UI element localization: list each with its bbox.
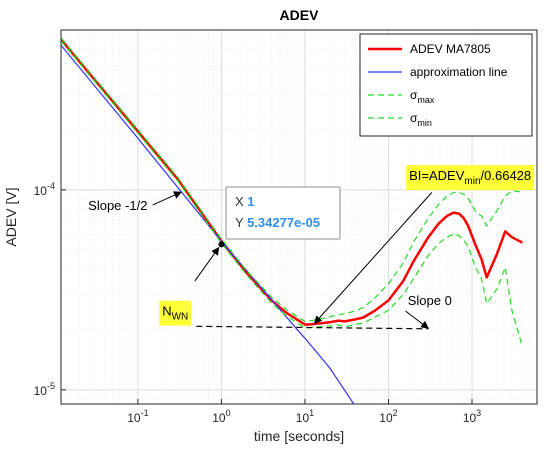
- x-tick-label: 103: [463, 408, 481, 425]
- annotation-arrow: [194, 246, 220, 282]
- annotation-text: NWN: [162, 304, 188, 323]
- series-line-approximation-line: [61, 44, 355, 404]
- x-tick-labels: 10-1 100 101 102 103: [127, 399, 481, 425]
- annotation-arrow: [152, 191, 182, 206]
- legend-item-adev-ma7805: ADEV MA7805: [368, 42, 491, 56]
- series-line-max: [61, 37, 523, 322]
- chart-title: ADEV: [280, 7, 320, 23]
- legend-label: σmin: [410, 111, 432, 128]
- x-axis-label: time [seconds]: [254, 428, 344, 444]
- annotation-text: Slope 0: [408, 293, 452, 308]
- annotation-text: Slope -1/2: [88, 198, 147, 213]
- series-line-adev-ma7805: [61, 38, 523, 326]
- legend-label: approximation line: [410, 65, 508, 79]
- legend-item-approximation-line: approximation line: [368, 65, 508, 79]
- annotation-arrow: [405, 310, 429, 329]
- y-tick-labels: 10-5 10-4: [34, 181, 66, 398]
- datatip-x-row: X 1: [235, 194, 255, 209]
- annotations: Slope -1/2 NWN BI=ADEVmin/0.66428 Slope 0: [88, 165, 535, 329]
- annotation-bi-adevmin: BI=ADEVmin/0.66428: [313, 165, 535, 324]
- plot-frame: [60, 29, 538, 405]
- x-tick-label: 101: [296, 408, 314, 425]
- legend: ADEV MA7805 approximation line σmax σmin: [359, 33, 533, 137]
- series-layer: [61, 37, 523, 404]
- annotation-slope-0: Slope 0: [405, 293, 452, 329]
- datatip-y-row: Y 5.34277e-05: [235, 215, 320, 230]
- annotation-highlight: [159, 300, 192, 326]
- series-line-min: [61, 40, 523, 347]
- y-tick-label: 10-4: [34, 181, 55, 198]
- x-tick-label: 10-1: [127, 408, 148, 425]
- x-tick-label: 102: [379, 408, 397, 425]
- data-tip: X 1 Y 5.34277e-05: [225, 186, 341, 240]
- annotation-arrow: [313, 192, 433, 324]
- annotation-text: BI=ADEVmin/0.66428: [409, 168, 531, 187]
- annotation-slope-1-2: Slope -1/2: [88, 191, 182, 213]
- legend-box: [359, 33, 533, 137]
- annotation-highlight: [406, 165, 535, 191]
- legend-item-min: σmin: [368, 111, 432, 128]
- y-axis-label: ADEV [V]: [3, 187, 19, 246]
- datatip-marker[interactable]: [218, 241, 225, 248]
- legend-label: ADEV MA7805: [410, 42, 491, 56]
- series-line-slope-zero-reference: [196, 325, 429, 330]
- y-tick-label: 10-5: [34, 381, 55, 398]
- x-tick-label: 100: [212, 408, 230, 425]
- annotation-nwn: NWN: [159, 246, 220, 326]
- datatip-box[interactable]: [225, 186, 341, 240]
- legend-item-max: σmax: [368, 88, 435, 105]
- legend-label: σmax: [410, 88, 435, 105]
